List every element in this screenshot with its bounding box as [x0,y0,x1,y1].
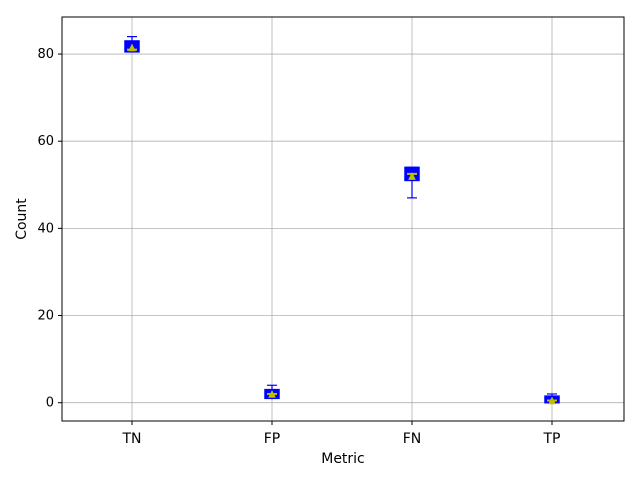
y-tick-label: 40 [37,221,54,236]
mean-marker [128,43,136,52]
y-tick-label: 20 [37,309,54,324]
mean-marker [548,396,556,405]
y-tick-label: 0 [46,396,54,411]
plot-area-frame [61,16,625,422]
mean-marker [408,172,416,180]
box-fp [264,384,280,400]
x-axis-label: Metric [321,451,365,467]
x-tick-label: FN [403,431,422,447]
y-tick-label: 60 [37,134,54,149]
mean-marker [268,389,276,398]
box-tn [124,36,140,53]
x-tick-label: FP [264,431,281,447]
x-axis: TN FP FN TP [121,421,561,447]
y-axis: 0 20 40 60 80 [37,47,62,411]
x-tick-label: TP [543,431,561,447]
x-tick-label: TN [121,431,141,447]
box-tp [544,393,560,405]
box-fn [404,166,420,199]
box-series [124,36,560,405]
grid-lines [62,17,624,421]
y-tick-label: 80 [37,47,54,62]
y-axis-label: Count [14,198,30,240]
